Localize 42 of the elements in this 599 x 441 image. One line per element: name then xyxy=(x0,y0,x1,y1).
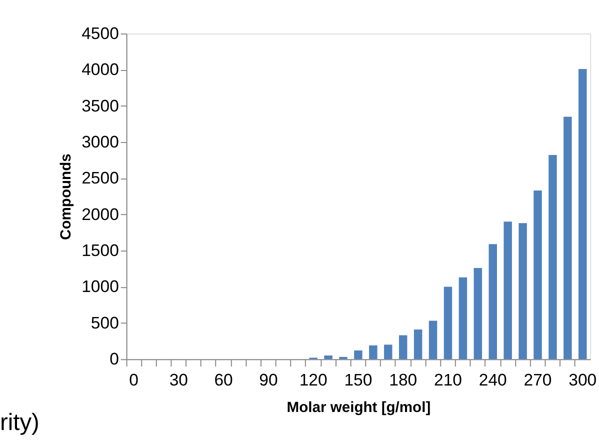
bar xyxy=(354,350,362,360)
bar xyxy=(548,155,557,360)
y-tick-label: 4000 xyxy=(82,60,119,80)
x-axis-title: Molar weight [g/mol] xyxy=(286,400,431,416)
x-tick-label: 150 xyxy=(344,370,372,390)
y-tick-label: 500 xyxy=(90,313,119,332)
bar xyxy=(518,223,527,360)
bar xyxy=(578,68,587,360)
bar xyxy=(324,356,332,360)
y-tick-label: 3000 xyxy=(82,132,119,152)
bar xyxy=(369,345,378,360)
y-tick-label: 1500 xyxy=(82,241,119,260)
bar xyxy=(398,335,408,360)
y-tick-label: 1000 xyxy=(82,277,119,296)
bar xyxy=(339,356,348,360)
x-tick-label: 30 xyxy=(169,370,188,390)
bar xyxy=(504,222,512,360)
x-tick-label: 240 xyxy=(478,370,507,390)
bar xyxy=(534,190,542,360)
y-tick-label: 0 xyxy=(110,350,119,369)
y-tick-label: 2500 xyxy=(82,168,119,188)
x-tick-label: 90 xyxy=(259,370,278,390)
x-tick-label: 0 xyxy=(129,370,138,390)
y-tick-label: 3500 xyxy=(82,96,119,116)
x-tick-label: 180 xyxy=(389,370,418,390)
bar xyxy=(458,277,468,360)
x-tick-label: 60 xyxy=(214,370,233,390)
x-tick-label: 210 xyxy=(434,370,462,390)
bar xyxy=(474,268,482,360)
y-tick-label: 2000 xyxy=(82,204,119,224)
x-tick-label: 120 xyxy=(299,370,328,390)
bar xyxy=(414,329,422,360)
bar xyxy=(564,116,572,360)
text: rity) xyxy=(0,410,40,436)
bar xyxy=(428,320,438,360)
bar xyxy=(488,244,497,360)
x-tick-label: 270 xyxy=(524,370,552,390)
bar xyxy=(384,344,392,360)
bar xyxy=(444,286,452,360)
y-axis-title: Compounds xyxy=(58,154,75,240)
x-tick-label: 300 xyxy=(568,370,597,390)
y-tick-label: 4500 xyxy=(82,24,119,43)
